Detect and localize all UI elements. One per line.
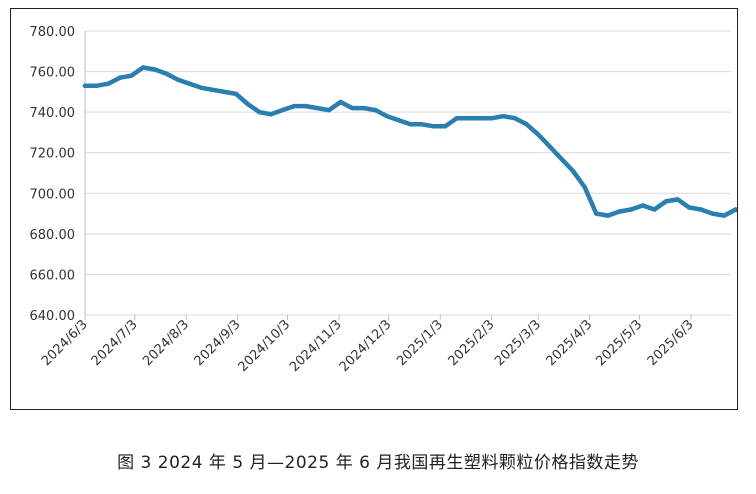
data-point: [524, 122, 529, 127]
data-point: [373, 107, 378, 113]
y-tick-label: 700.00: [30, 187, 76, 202]
data-point: [268, 112, 274, 117]
data-point: [106, 81, 111, 86]
data-point: [628, 207, 634, 212]
x-tick-label: 2025/4/3: [544, 317, 596, 369]
data-point: [164, 71, 169, 76]
data-point: [489, 116, 494, 121]
data-point: [652, 207, 657, 212]
y-tick-label: 680.00: [30, 228, 76, 243]
data-point: [687, 205, 692, 210]
data-point: [559, 156, 564, 161]
x-tick-label: 2025/6/3: [645, 317, 697, 369]
data-point: [292, 103, 297, 109]
data-point: [733, 207, 737, 212]
data-point: [512, 116, 518, 121]
data-point: [443, 124, 448, 129]
data-point: [94, 83, 99, 89]
data-point: [152, 67, 157, 72]
data-point: [338, 99, 343, 105]
data-point: [222, 89, 227, 95]
data-point: [536, 132, 541, 137]
x-tick-label: 2024/12/3: [337, 317, 395, 375]
data-point: [210, 87, 215, 93]
data-point: [315, 105, 320, 111]
data-point: [280, 107, 285, 113]
chart-frame: 780.00 760.00 740.00 720.00 700.00 680.00 660.…: [10, 8, 738, 410]
data-point: [663, 199, 669, 204]
y-tick-label: 760.00: [30, 66, 76, 81]
data-point: [117, 75, 123, 80]
data-point: [187, 81, 192, 86]
data-point: [361, 105, 367, 111]
line-chart: 780.00 760.00 740.00 720.00 700.00 680.00 660.…: [30, 25, 737, 375]
data-point: [617, 209, 622, 214]
data-point: [605, 213, 611, 218]
x-tick-label: 2024/8/3: [140, 317, 192, 369]
data-point: [582, 185, 587, 190]
data-point: [350, 105, 355, 111]
data-point: [431, 124, 436, 129]
y-tick-label: 740.00: [30, 106, 76, 121]
data-point: [698, 207, 704, 212]
data-point: [501, 114, 506, 119]
data-point: [477, 116, 483, 121]
data-point: [466, 116, 471, 121]
data-point: [594, 211, 599, 216]
data-point: [257, 109, 262, 115]
data-point: [419, 122, 425, 127]
data-point: [140, 65, 146, 70]
data-point: [640, 203, 645, 208]
x-tick-label: 2025/2/3: [446, 317, 498, 369]
data-point: [454, 116, 459, 121]
data-point: [710, 211, 715, 216]
data-point: [384, 114, 390, 119]
data-point: [199, 85, 204, 91]
data-point: [721, 213, 727, 218]
figure-caption: 图 3 2024 年 5 月—2025 年 6 月我国再生塑料颗粒价格指数走势: [117, 453, 639, 473]
data-point: [233, 91, 239, 97]
x-tick-label: 2025/1/3: [394, 317, 446, 369]
data-point: [245, 101, 250, 107]
data-point: [303, 103, 308, 109]
x-tick-label: 2024/9/3: [192, 317, 244, 369]
x-tick-label: 2024/7/3: [89, 317, 141, 369]
data-point: [547, 144, 552, 149]
y-tick-label: 720.00: [30, 147, 76, 162]
x-tick-label: 2025/5/3: [593, 317, 645, 369]
data-point: [396, 118, 401, 123]
data-point: [175, 77, 181, 82]
data-point: [675, 197, 680, 202]
x-tick-label: 2024/10/3: [236, 317, 294, 375]
data-point: [82, 83, 88, 89]
data-point: [570, 168, 576, 174]
y-tick-label: 780.00: [30, 25, 76, 40]
data-point: [408, 122, 413, 127]
x-tick-label: 2024/11/3: [287, 317, 345, 375]
x-tick-label: 2025/3/3: [492, 317, 544, 369]
y-tick-label: 660.00: [30, 268, 76, 283]
data-point: [129, 73, 134, 78]
x-tick-label: 2024/6/3: [39, 317, 91, 369]
data-point: [326, 107, 332, 113]
y-tick-label: 640.00: [30, 309, 76, 324]
price-index-line: [82, 65, 737, 218]
